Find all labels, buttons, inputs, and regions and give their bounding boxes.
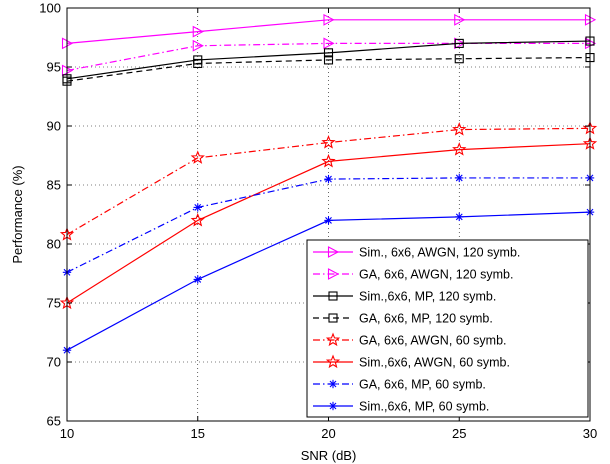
series-line bbox=[66, 56, 591, 82]
series-line bbox=[66, 40, 591, 80]
legend-label: Sim.,6x6, AWGN, 60 symb. bbox=[359, 356, 510, 370]
legend-label: Sim., 6x6, AWGN, 120 symb. bbox=[359, 246, 520, 260]
data-point-marker bbox=[452, 142, 467, 156]
data-point-marker bbox=[192, 25, 204, 38]
legend-label: Sim.,6x6, MP, 60 symb. bbox=[359, 400, 489, 414]
series-line bbox=[66, 42, 590, 72]
x-tick-label: 15 bbox=[191, 426, 205, 441]
data-point-marker bbox=[193, 58, 203, 69]
data-point-marker bbox=[327, 268, 340, 280]
data-point-marker bbox=[328, 401, 338, 411]
data-point-marker bbox=[321, 135, 336, 149]
legend-item: GA, 6x6, MP, 120 symb. bbox=[313, 312, 493, 326]
data-point-marker bbox=[324, 216, 333, 225]
x-tick-label: 20 bbox=[321, 426, 335, 441]
data-point-marker bbox=[454, 54, 464, 64]
data-point-marker bbox=[327, 246, 340, 258]
data-point-marker bbox=[454, 13, 466, 26]
data-point-marker bbox=[323, 13, 335, 26]
legend: Sim., 6x6, AWGN, 120 symb. GA, 6x6, AWGN,… bbox=[306, 239, 589, 418]
data-point-marker bbox=[190, 212, 205, 227]
legend-label: GA, 6x6, MP, 60 symb. bbox=[359, 378, 486, 392]
legend-label: GA, 6x6, AWGN, 60 symb. bbox=[359, 334, 507, 348]
y-tick-label: 90 bbox=[47, 119, 61, 134]
legend-item: Sim., 6x6, AWGN, 120 symb. bbox=[313, 246, 520, 260]
legend-label: GA, 6x6, AWGN, 120 symb. bbox=[359, 268, 513, 282]
data-point-marker bbox=[321, 153, 336, 168]
data-point-marker bbox=[323, 37, 335, 50]
data-point-marker bbox=[455, 173, 464, 183]
data-point-marker bbox=[328, 291, 338, 301]
y-tick-label: 100 bbox=[39, 1, 61, 16]
legend-item: GA, 6x6, AWGN, 120 symb. bbox=[313, 268, 513, 282]
data-point-marker bbox=[452, 122, 467, 136]
data-point-marker bbox=[192, 39, 204, 52]
data-point-marker bbox=[193, 203, 202, 212]
data-point-marker bbox=[193, 275, 202, 284]
y-tick-label: 80 bbox=[47, 237, 61, 252]
data-point-marker bbox=[328, 379, 338, 389]
data-point-marker bbox=[323, 55, 334, 65]
legend-item: Sim.,6x6, MP, 120 symb. bbox=[313, 290, 496, 304]
data-point-marker bbox=[454, 38, 464, 48]
x-tick-label: 25 bbox=[452, 426, 466, 441]
legend-box bbox=[306, 239, 589, 418]
legend-label: Sim.,6x6, MP, 120 symb. bbox=[359, 290, 496, 304]
x-tick-label: 30 bbox=[583, 426, 597, 441]
legend-item: Sim.,6x6, AWGN, 60 symb. bbox=[313, 354, 510, 370]
legend-item: GA, 6x6, AWGN, 60 symb. bbox=[313, 332, 507, 348]
legend-item: GA, 6x6, MP, 60 symb. bbox=[313, 378, 486, 392]
series-line bbox=[66, 19, 590, 44]
x-axis-label: SNR (dB) bbox=[301, 448, 357, 463]
data-point-marker bbox=[325, 332, 341, 347]
legend-item: Sim.,6x6, MP, 60 symb. bbox=[313, 400, 489, 414]
y-tick-label: 85 bbox=[47, 178, 61, 193]
data-point-marker bbox=[323, 48, 334, 58]
ticks: 10 15 20 25 30 65 70 75 80 85 90 95 100 bbox=[39, 1, 597, 442]
data-point-marker bbox=[455, 212, 464, 222]
y-tick-label: 75 bbox=[47, 296, 61, 311]
data-point-marker bbox=[190, 150, 205, 164]
y-tick-label: 95 bbox=[47, 60, 61, 75]
legend-label: GA, 6x6, MP, 120 symb. bbox=[359, 312, 493, 326]
x-tick-label: 10 bbox=[60, 426, 74, 441]
y-axis-label: Performance (%) bbox=[10, 165, 25, 263]
data-point-marker bbox=[324, 174, 333, 184]
data-point-marker bbox=[328, 313, 338, 323]
series-line bbox=[66, 143, 591, 304]
data-point-marker bbox=[325, 354, 341, 369]
y-tick-label: 70 bbox=[47, 355, 61, 370]
y-tick-label: 65 bbox=[47, 414, 61, 429]
